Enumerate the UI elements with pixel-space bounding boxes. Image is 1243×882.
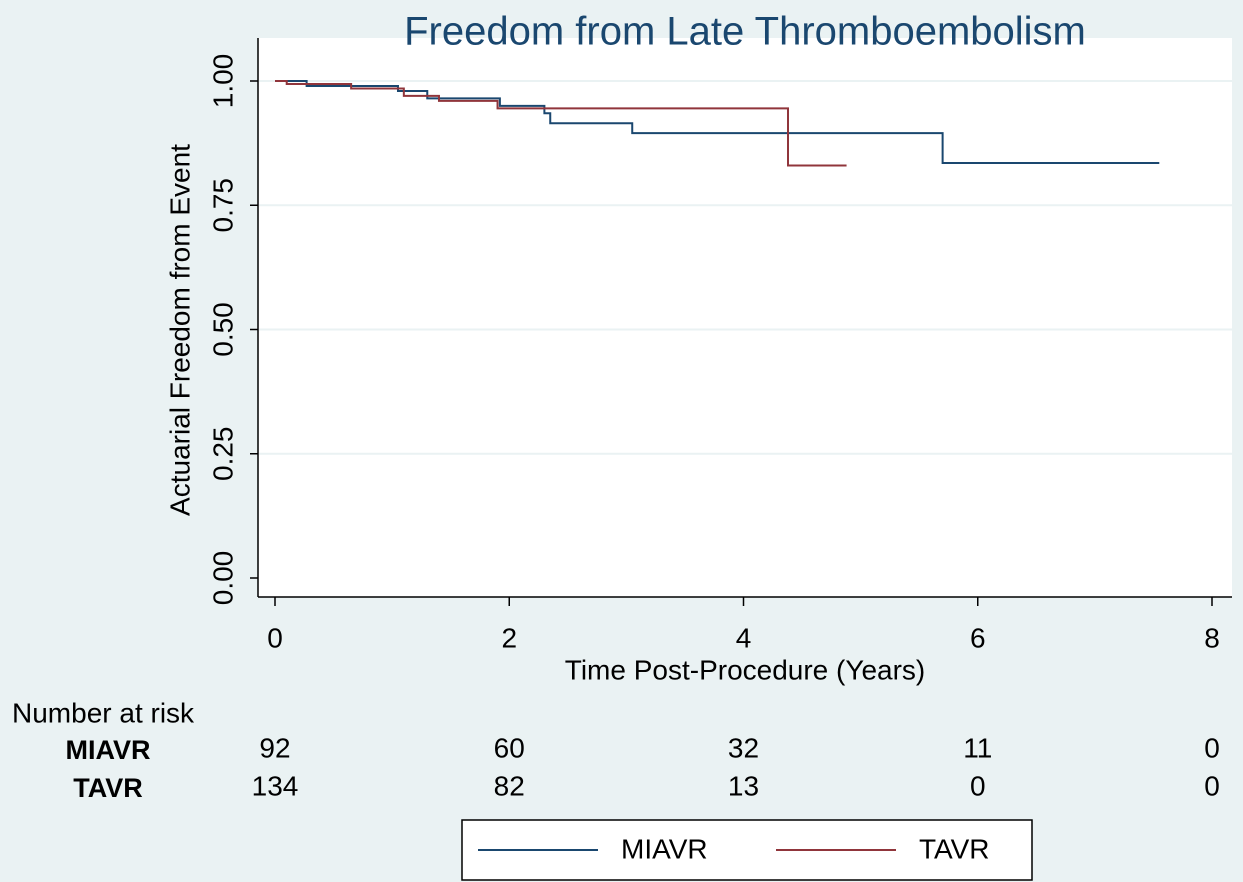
risk-count: 32: [728, 732, 759, 763]
km-line: [275, 80, 1160, 165]
chart-title: Freedom from Late Thromboembolism: [404, 10, 1086, 54]
legend-label: MIAVR: [621, 833, 708, 864]
risk-table-title: Number at risk: [12, 697, 195, 728]
y-tick-label: 0.25: [207, 427, 238, 482]
risk-count: 60: [494, 732, 525, 763]
risk-count: 82: [494, 770, 525, 801]
risk-count: 0: [970, 770, 986, 801]
x-tick-label: 0: [267, 622, 283, 653]
risk-count: 11: [963, 732, 992, 763]
x-axis-label: Time Post-Procedure (Years): [565, 654, 926, 685]
km-line: [275, 80, 847, 167]
risk-count: 13: [728, 770, 759, 801]
legend-label: TAVR: [919, 833, 990, 864]
x-tick-label: 2: [501, 622, 517, 653]
risk-count: 0: [1204, 770, 1220, 801]
risk-row-label: MIAVR: [66, 735, 151, 765]
x-tick-label: 4: [736, 622, 752, 653]
y-tick-label: 0.75: [207, 178, 238, 233]
y-tick-label: 0.50: [207, 302, 238, 357]
y-tick-label: 1.00: [207, 54, 238, 109]
risk-count: 92: [259, 732, 290, 763]
x-tick-label: 8: [1204, 622, 1220, 653]
risk-count: 134: [252, 770, 299, 801]
y-axis-label: Actuarial Freedom from Event: [164, 144, 195, 516]
y-tick-label: 0.00: [207, 551, 238, 606]
risk-count: 0: [1204, 732, 1220, 763]
x-tick-label: 6: [970, 622, 986, 653]
plot-area: [258, 38, 1232, 597]
risk-row-label: TAVR: [73, 773, 143, 803]
